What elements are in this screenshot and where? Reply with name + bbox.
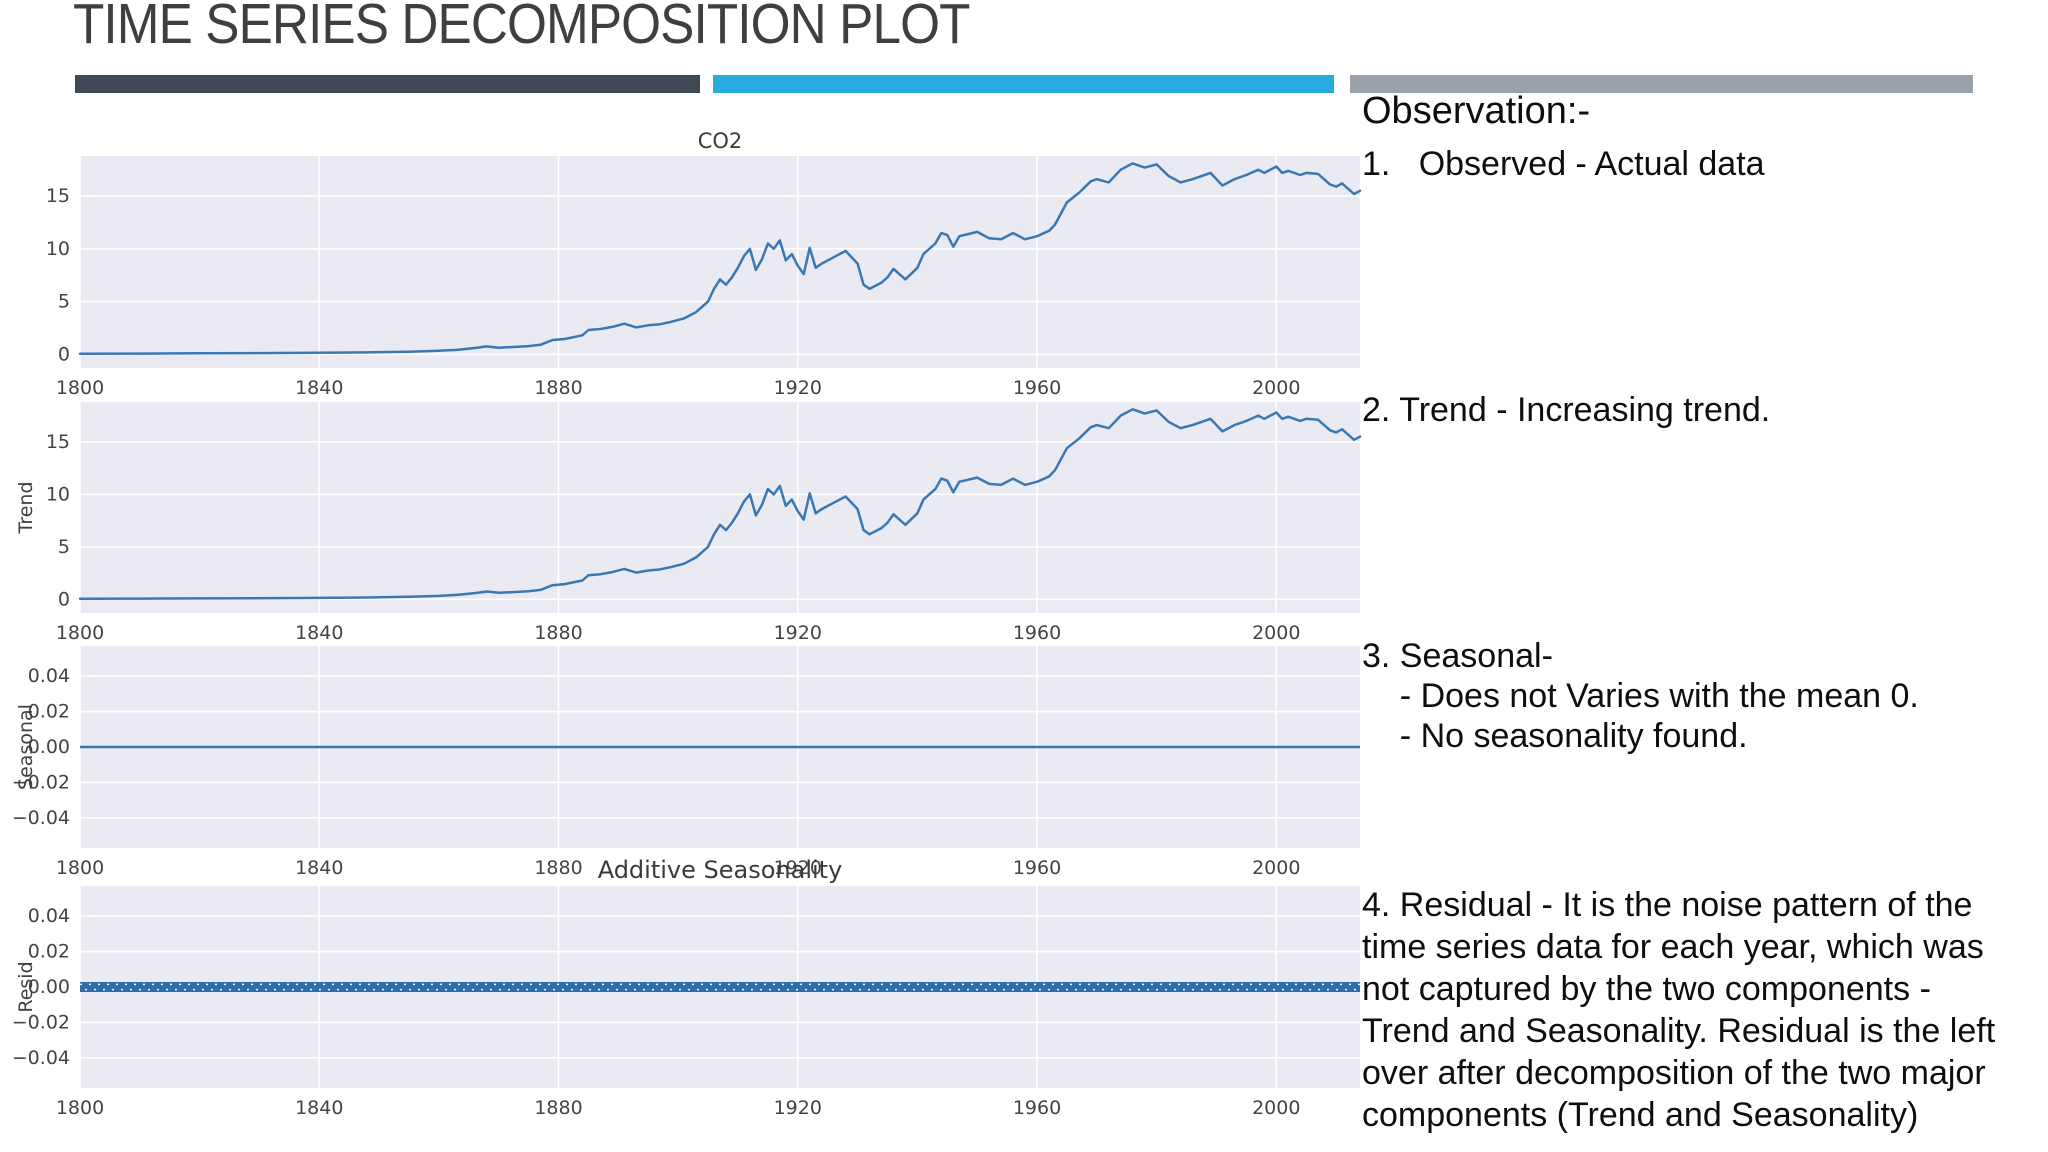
x-tick-label: 1920 [774,377,822,399]
observation-item-observed: 1. Observed - Actual data [1362,145,1765,183]
x-tick-label: 2000 [1252,622,1300,644]
x-tick-label: 1880 [534,622,582,644]
observation-item-trend: 2. Trend - Increasing trend. [1362,391,1771,429]
x-tick-label: 1840 [295,622,343,644]
x-tick-label: 1840 [295,1097,343,1119]
y-tick-label: 0.04 [28,665,70,687]
plot-area [80,402,1360,613]
y-axis-label: Trend [15,482,37,535]
chart-trend: 1800 1840 1880 1920 1960 2000 0 5 10 15 Trend [15,402,1362,644]
observation-item-seasonal: 3. Seasonal- - Does not Varies with the … [1362,637,1919,755]
y-tick-label: 15 [46,431,70,453]
x-tick-label: 2000 [1252,1097,1300,1119]
accent-bar-blue [713,75,1334,93]
accent-bar-dark [75,75,700,93]
y-tick-label: 0.00 [28,736,70,758]
y-tick-label: 0.02 [28,701,70,723]
trend-line [78,408,1362,601]
chart-observed: 1800 1840 1880 1920 1960 2000 0 5 10 15 CO2 [46,129,1362,399]
x-tick-label: 2000 [1252,377,1300,399]
y-tick-label: −0.04 [12,807,70,829]
y-tick-label: 0 [58,343,70,365]
y-tick-label: 5 [58,291,70,313]
x-tick-label: 1960 [1013,377,1061,399]
x-tick-label: 1800 [56,1097,104,1119]
y-tick-label: 5 [58,536,70,558]
observation-item-residual: 4. Residual - It is the noise pattern of… [1362,886,1996,1134]
x-tick-label: 1840 [295,857,343,879]
x-tick-label: 1800 [56,377,104,399]
x-tick-label: 1800 [56,857,104,879]
x-tick-label: 1800 [56,622,104,644]
observation-heading: Observation:- [1362,90,1591,132]
page-title: TIME SERIES DECOMPOSITION PLOT [73,0,970,56]
x-tick-label: 1960 [1013,1097,1061,1119]
x-tick-label: 1880 [534,857,582,879]
y-tick-label: −0.04 [12,1047,70,1069]
y-tick-label: 10 [46,238,70,260]
x-tick-label: 1920 [774,622,822,644]
x-tick-label: 1840 [295,377,343,399]
chart-title: CO2 [698,129,743,153]
x-tick-label: 1920 [774,857,822,879]
x-tick-label: 1880 [534,1097,582,1119]
chart-title: Additive Seasonality [598,856,843,884]
x-tick-label: 1920 [774,1097,822,1119]
observed-line [78,162,1362,356]
accent-bar-gray [1350,75,1973,93]
x-tick-label: 1880 [534,377,582,399]
y-axis-label: Seasonal [15,704,37,790]
decomposition-figure: 1800 1840 1880 1920 1960 2000 0 5 10 15 CO2 1800 184… [12,129,1362,1119]
y-tick-label: 15 [46,185,70,207]
x-tick-label: 1960 [1013,622,1061,644]
y-tick-label: −0.02 [12,1011,70,1033]
y-axis-label: Resid [15,961,37,1012]
x-tick-label: 2000 [1252,857,1300,879]
y-tick-label: 0 [58,588,70,610]
x-tick-label: 1960 [1013,857,1061,879]
y-tick-label: 0.02 [28,941,70,963]
plot-area [80,156,1360,368]
y-tick-label: 0.00 [28,976,70,998]
y-tick-label: −0.02 [12,771,70,793]
chart-seasonal: 1800 1840 1880 1920 1960 2000 0.04 0.02 0.00 −0.0… [12,646,1360,879]
y-tick-label: 10 [46,483,70,505]
chart-residual: 1800 1840 1880 1920 1960 2000 0.04 0.02 0.00 −0.0… [12,856,1360,1119]
y-tick-label: 0.04 [28,905,70,927]
